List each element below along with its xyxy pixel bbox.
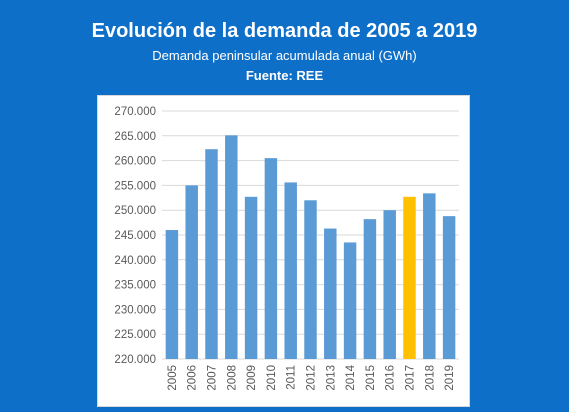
x-tick-label: 2005 [167, 365, 179, 391]
x-tick-label: 2011 [286, 365, 298, 390]
bar-2018 [423, 193, 436, 359]
bar-2008 [225, 135, 238, 359]
chart-title: Evolución de la demanda de 2005 a 2019 [91, 20, 478, 42]
bar-2012 [304, 200, 317, 359]
bar-2019 [442, 216, 456, 359]
x-tick-label: 2012 [306, 365, 318, 391]
bar-2014 [343, 242, 357, 359]
x-tick-label: 2019 [444, 365, 456, 391]
x-tick-label: 2016 [385, 365, 397, 391]
bar-2010 [264, 158, 278, 359]
x-tick-label: 2018 [424, 365, 436, 391]
x-tick-label: 2008 [226, 365, 238, 391]
x-tick-label: 2013 [325, 365, 337, 391]
y-tick-label: 255.000 [114, 180, 156, 192]
bar-2017 [403, 196, 416, 359]
y-tick-label: 245.000 [114, 230, 156, 242]
y-tick-label: 270.000 [114, 106, 156, 118]
y-tick-label: 220.000 [114, 354, 156, 366]
chart-panel: 220.000 225.000 230.000 235.000 240.000 245.0… [97, 95, 470, 407]
bar-2011 [284, 182, 297, 359]
x-tick-label: 2010 [266, 365, 278, 391]
bar-2005 [165, 230, 179, 359]
x-tick-label: 2006 [187, 365, 199, 391]
bar-2007 [205, 149, 218, 359]
y-tick-label: 240.000 [114, 255, 156, 267]
y-tick-label: 230.000 [114, 304, 156, 316]
x-tick-label: 2009 [246, 365, 258, 391]
y-tick-label: 225.000 [114, 329, 156, 341]
y-tick-label: 250.000 [114, 205, 156, 217]
bar-2015 [363, 219, 377, 359]
x-tick-label: 2014 [345, 364, 357, 390]
bar-2009 [244, 196, 258, 359]
y-tick-label: 235.000 [114, 280, 156, 292]
bar-2006 [185, 185, 198, 359]
chart-subtitle: Demanda peninsular acumulada anual (GWh) [152, 48, 417, 63]
bar-2013 [324, 228, 337, 359]
x-tick-label: 2007 [207, 365, 219, 391]
y-tick-label: 260.000 [114, 156, 156, 168]
x-tick-label: 2015 [365, 365, 377, 391]
y-tick-label: 265.000 [114, 131, 156, 143]
chart-source: Fuente: REE [245, 68, 324, 83]
bar-chart: 220.000 225.000 230.000 235.000 240.000 245.0… [114, 106, 459, 391]
x-tick-label: 2017 [405, 365, 417, 391]
bar-2016 [383, 210, 396, 359]
